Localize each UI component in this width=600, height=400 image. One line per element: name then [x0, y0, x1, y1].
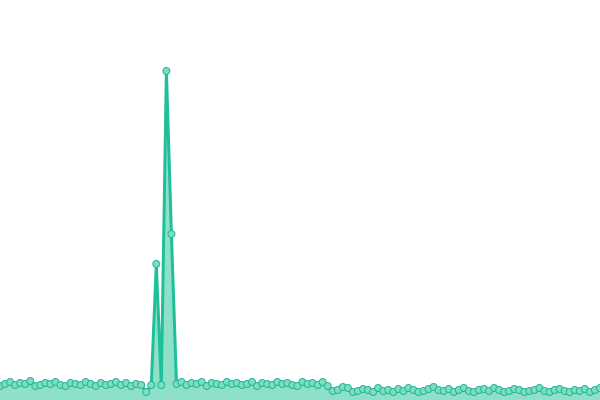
data-point — [152, 260, 161, 268]
data-point — [157, 381, 166, 389]
data-point — [142, 388, 151, 396]
data-point — [323, 382, 332, 390]
data-point — [147, 381, 156, 389]
data-point — [167, 230, 176, 238]
data-point — [162, 67, 171, 75]
data-point — [596, 384, 600, 392]
area-fill — [0, 71, 600, 400]
data-point — [26, 377, 35, 385]
series-line — [0, 69, 600, 394]
data-point — [137, 381, 146, 389]
data-points — [0, 67, 600, 396]
